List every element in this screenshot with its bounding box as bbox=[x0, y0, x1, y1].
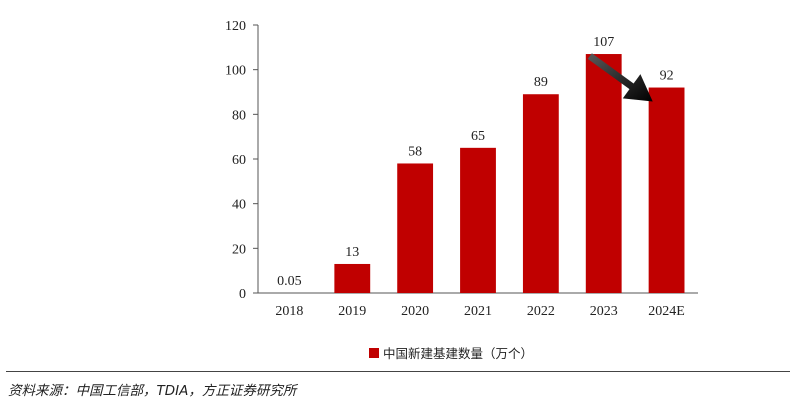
data-labels: 0.05 13 58 65 89 107 92 bbox=[277, 35, 673, 289]
data-label: 58 bbox=[408, 144, 422, 159]
bar bbox=[522, 94, 559, 293]
data-label: 89 bbox=[534, 75, 548, 90]
source-note: 资料来源：中国工信部，TDIA，方正证券研究所 bbox=[8, 383, 297, 399]
arrow-icon bbox=[587, 53, 653, 102]
x-tick-label: 2022 bbox=[527, 304, 555, 319]
y-axis: 0 20 40 60 80 100 120 bbox=[225, 19, 259, 302]
x-tick-label: 2024E bbox=[648, 304, 685, 319]
legend-label: 中国新建基建数量（万个） bbox=[383, 346, 534, 361]
y-tick-label: 20 bbox=[232, 242, 246, 257]
bars bbox=[334, 54, 685, 294]
x-tick-label: 2018 bbox=[275, 304, 303, 319]
bar bbox=[585, 54, 622, 294]
data-label: 65 bbox=[471, 129, 485, 144]
data-label: 107 bbox=[593, 35, 614, 50]
x-tick-label: 2020 bbox=[401, 304, 429, 319]
data-label: 92 bbox=[660, 69, 674, 84]
y-tick-label: 0 bbox=[239, 287, 246, 302]
y-tick-label: 40 bbox=[232, 198, 246, 213]
x-tick-label: 2019 bbox=[338, 304, 366, 319]
bar-chart: 0 20 40 60 80 100 120 2018 2019 2020 2021 2022 2023… bbox=[225, 19, 698, 319]
data-label: 13 bbox=[345, 245, 359, 260]
y-tick-label: 120 bbox=[225, 19, 246, 34]
source-divider bbox=[6, 371, 790, 372]
data-label: 0.05 bbox=[277, 274, 302, 289]
x-axis: 2018 2019 2020 2021 2022 2023 2024E bbox=[258, 292, 698, 319]
x-tick-label: 2023 bbox=[590, 304, 618, 319]
bar bbox=[460, 147, 496, 293]
legend: 中国新建基建数量（万个） bbox=[369, 343, 533, 362]
bar bbox=[648, 87, 685, 294]
bar bbox=[397, 163, 434, 293]
bar bbox=[334, 263, 371, 293]
y-tick-label: 60 bbox=[232, 153, 246, 168]
trend-arrow bbox=[587, 53, 653, 102]
legend-swatch bbox=[369, 347, 379, 358]
y-tick-label: 80 bbox=[232, 108, 246, 123]
y-tick-label: 100 bbox=[225, 64, 246, 79]
x-tick-label: 2021 bbox=[464, 304, 492, 319]
